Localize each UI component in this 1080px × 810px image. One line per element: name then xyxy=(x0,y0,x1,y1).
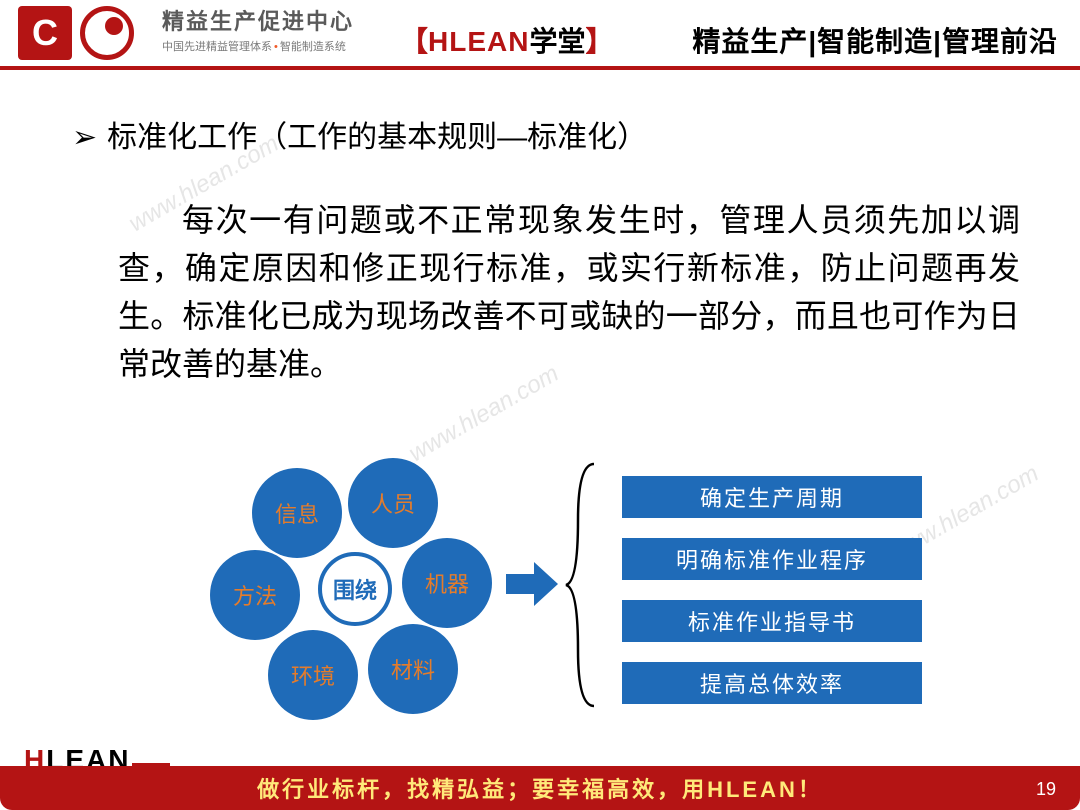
arrow-icon xyxy=(506,560,558,608)
page-number: 19 xyxy=(1036,779,1056,800)
paragraph: 每次一有问题或不正常现象发生时，管理人员须先加以调查，确定原因和修正现行标准，或… xyxy=(118,196,1020,388)
bubble-diagram: 信息人员方法 机器环境材料围绕 xyxy=(210,458,510,718)
bracket-open: 【 xyxy=(400,26,428,57)
footer-slogan: 做行业标杆，找精弘益；要幸福高效，用HLEAN！ xyxy=(257,772,823,804)
slide: C 精益生产促进中心 中国先进精益管理体系•智能制造系统 【HLEAN学堂】 精… xyxy=(0,0,1080,810)
header-rule xyxy=(0,66,1080,70)
title-text: 标准化工作（工作的基本规则—标准化） xyxy=(107,121,647,154)
logo-c-icon: C xyxy=(18,6,72,60)
result-item: 明确标准作业程序 xyxy=(622,538,922,580)
brand-school: 【HLEAN学堂】 xyxy=(400,20,614,60)
brand-word: 学堂 xyxy=(529,26,585,57)
bullet-icon: ➢ xyxy=(72,121,97,154)
footer-bar: 做行业标杆，找精弘益；要幸福高效，用HLEAN！ 19 xyxy=(0,766,1080,810)
section-title: ➢ 标准化工作（工作的基本规则—标准化） xyxy=(72,112,647,156)
brace-icon xyxy=(564,460,600,710)
org-name-en: 中国先进精益管理体系•智能制造系统 xyxy=(162,38,354,54)
brand-hlean: HLEAN xyxy=(428,26,529,57)
result-item: 标准作业指导书 xyxy=(622,600,922,642)
org-name-cn: 精益生产促进中心 xyxy=(162,4,354,36)
org-name: 精益生产促进中心 中国先进精益管理体系•智能制造系统 xyxy=(162,4,354,54)
header: C 精益生产促进中心 中国先进精益管理体系•智能制造系统 【HLEAN学堂】 精… xyxy=(0,0,1080,68)
bubble-node: 环境 xyxy=(268,630,358,720)
logo-ring-icon xyxy=(80,6,134,60)
bubble-node: 信息 xyxy=(252,468,342,558)
bubble-center: 围绕 xyxy=(318,552,392,626)
result-item: 提高总体效率 xyxy=(622,662,922,704)
logo: C xyxy=(18,6,134,60)
result-item: 确定生产周期 xyxy=(622,476,922,518)
bubble-node: 材料 xyxy=(368,624,458,714)
org-en-a: 中国先进精益管理体系 xyxy=(162,41,272,53)
results-list: 确定生产周期明确标准作业程序标准作业指导书提高总体效率 xyxy=(622,476,922,724)
bubble-node: 方法 xyxy=(210,550,300,640)
bracket-close: 】 xyxy=(585,26,613,57)
header-tags: 精益生产|智能制造|管理前沿 xyxy=(692,20,1058,60)
bubble-node: 机器 xyxy=(402,538,492,628)
bubble-node: 人员 xyxy=(348,458,438,548)
org-en-b: 智能制造系统 xyxy=(280,41,346,53)
